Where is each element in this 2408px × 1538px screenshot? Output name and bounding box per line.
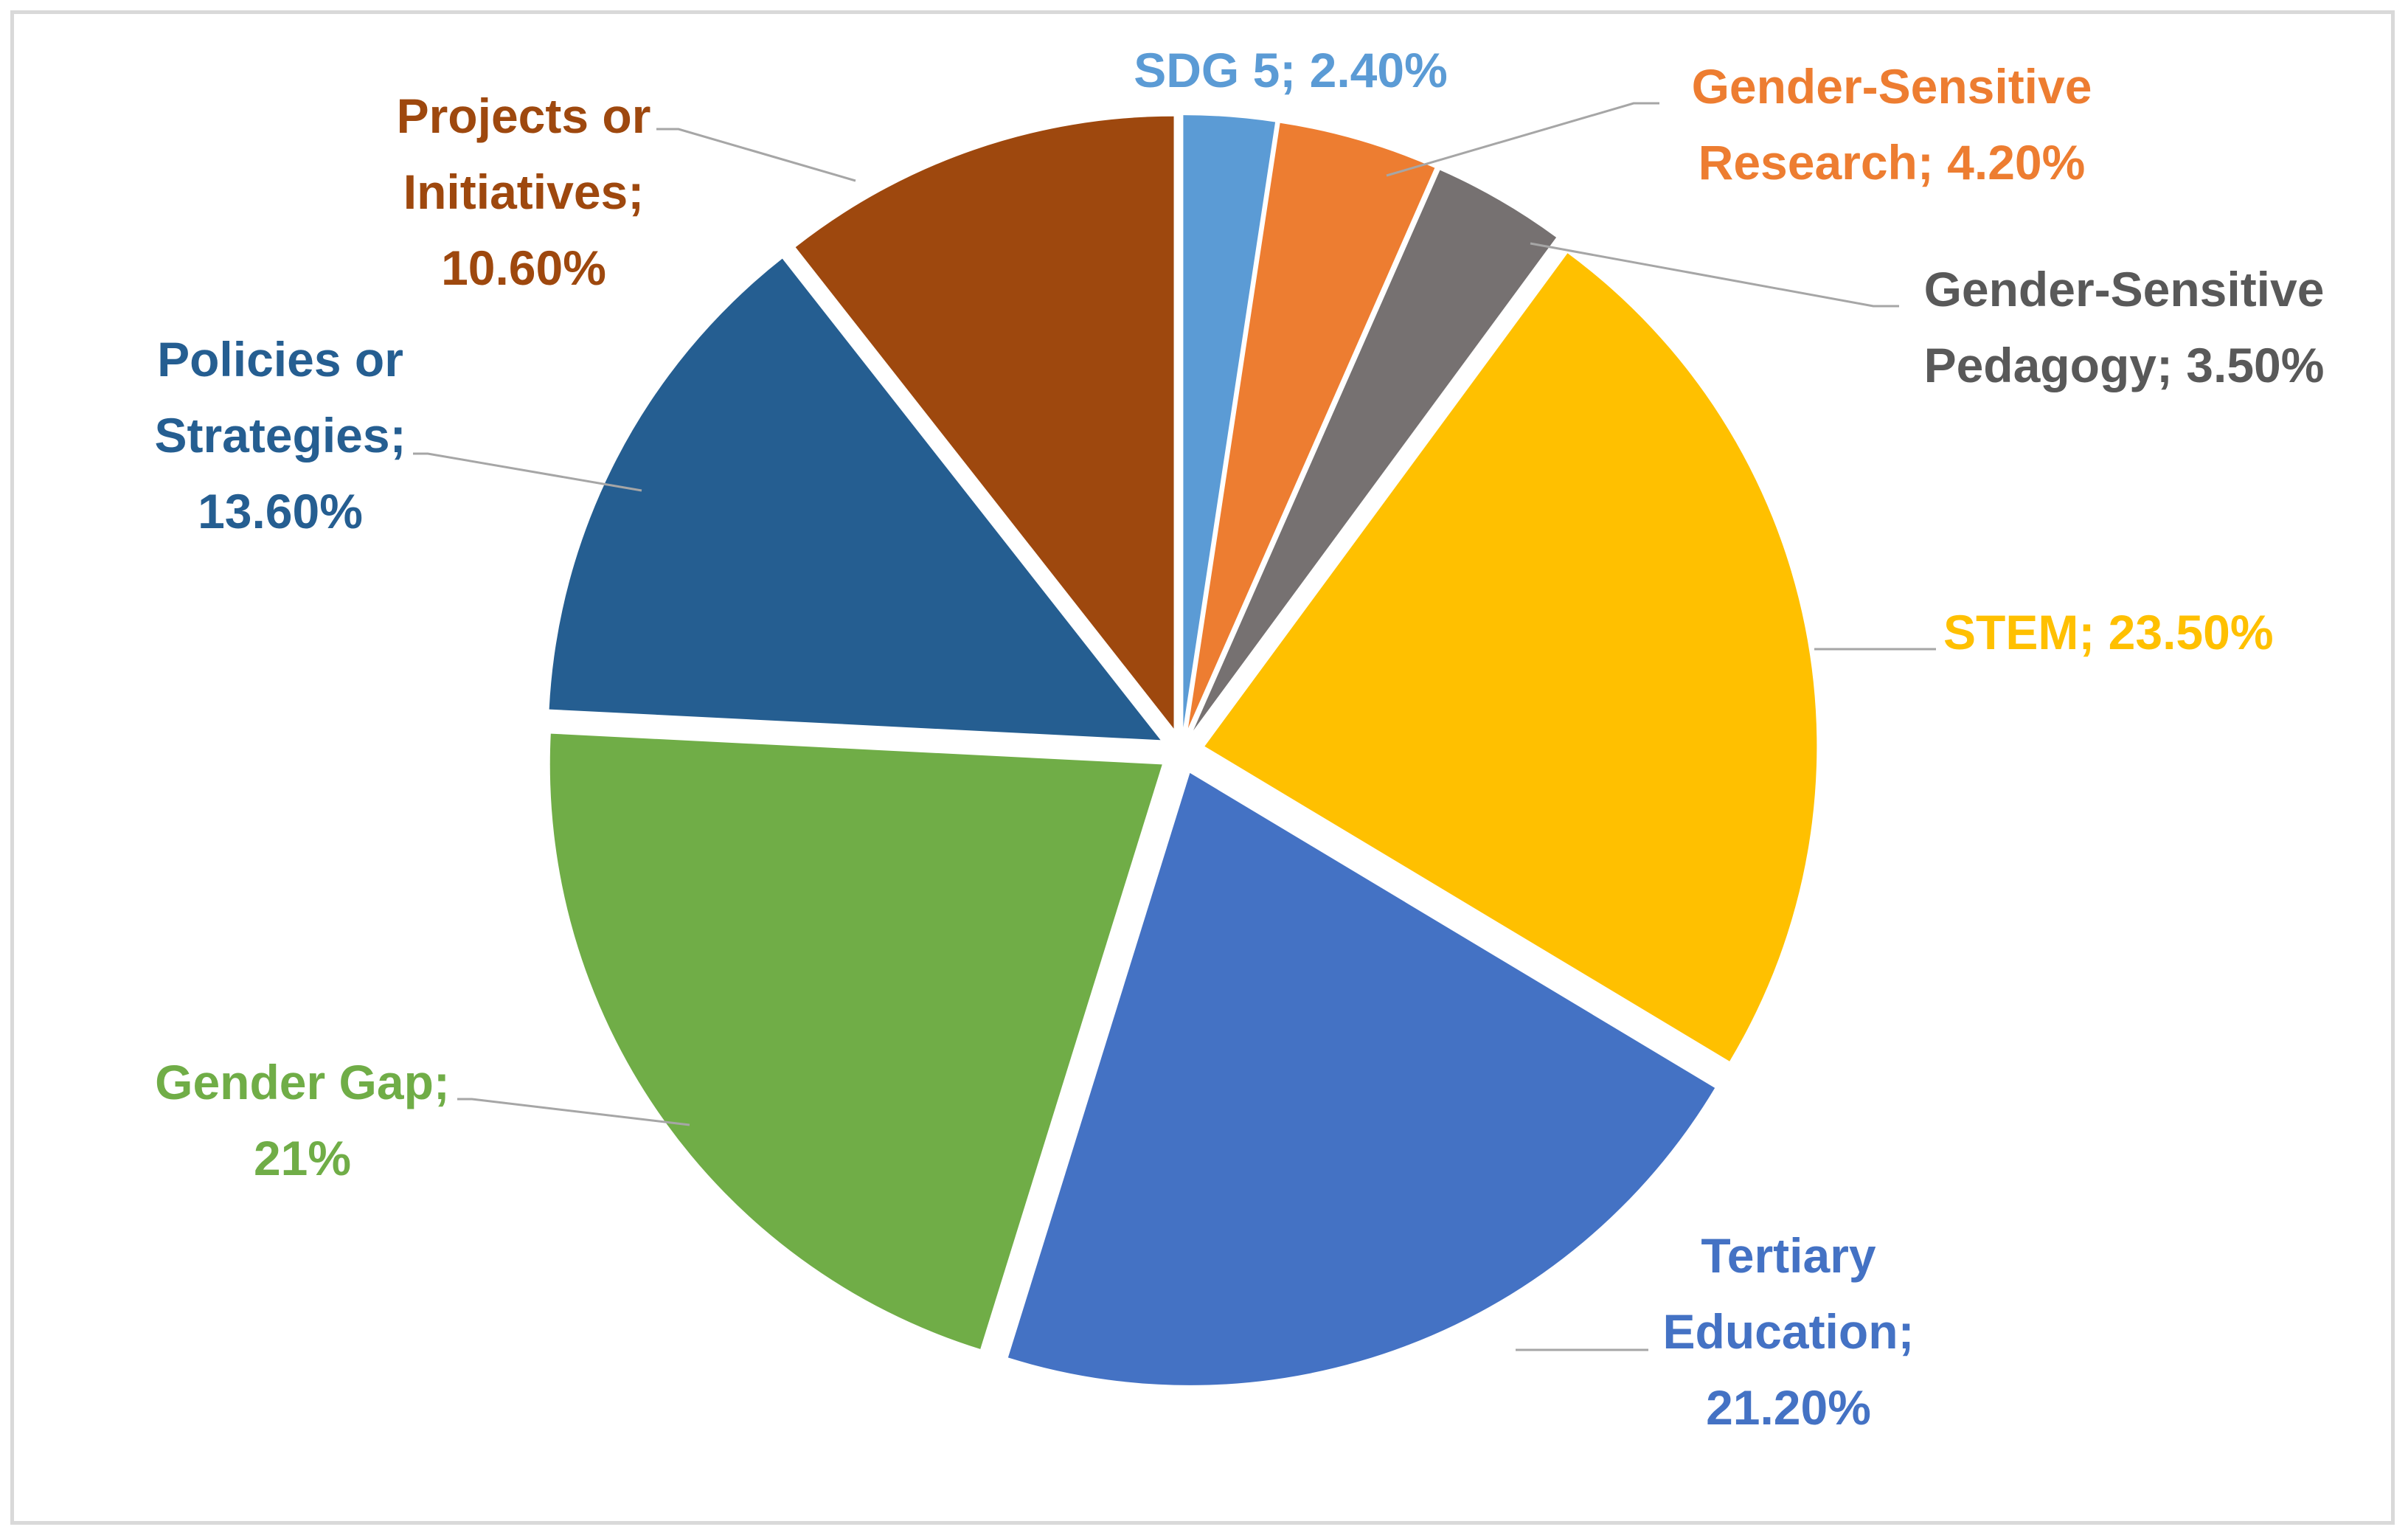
data-label-gender-sensitive-pedagogy: Gender-Sensitive Pedagogy; 3.50% <box>1924 262 2325 392</box>
data-label-line: SDG 5; 2.40% <box>1134 43 1448 97</box>
data-label-gender-gap: Gender Gap; 21% <box>155 1055 450 1185</box>
pie-slice-gender-gap <box>549 733 1162 1349</box>
data-label-line: Tertiary <box>1701 1228 1876 1283</box>
data-label-sdg-5: SDG 5; 2.40% <box>1134 43 1448 97</box>
data-label-line: Gender Gap; <box>155 1055 450 1109</box>
data-label-projects-or-initiatives: Projects or Initiatives; 10.60% <box>397 89 651 295</box>
data-labels: SDG 5; 2.40% Gender-Sensitive Research; 4.… <box>154 43 2324 1435</box>
data-label-line: STEM; 23.50% <box>1943 605 2274 659</box>
pie-slice-gender-sensitive-pedagogy <box>1193 170 1557 731</box>
data-label-policies-or-strategies: Policies or Strategies; 13.60% <box>154 332 406 538</box>
data-label-gender-sensitive-research: Gender-Sensitive Research; 4.20% <box>1692 59 2092 190</box>
pie-slices <box>549 115 1817 1385</box>
data-label-line: Research; 4.20% <box>1699 135 2086 190</box>
pie-slice-policies-or-strategies <box>549 258 1161 741</box>
data-label-line: Strategies; <box>154 408 406 463</box>
pie-slice-tertiary-education <box>1007 772 1715 1385</box>
data-label-line: Policies or <box>157 332 403 387</box>
leader-line-gender-sensitive-pedagogy <box>1530 242 1899 308</box>
data-label-line: Gender-Sensitive <box>1692 59 2092 114</box>
leader-line-projects-or-initiatives <box>656 128 856 182</box>
data-label-line: 13.60% <box>198 484 363 538</box>
data-label-line: 10.60% <box>441 240 606 295</box>
leader-line-policies-or-strategies <box>413 452 642 492</box>
data-label-line: Education; <box>1663 1304 1915 1359</box>
data-label-line: Pedagogy; 3.50% <box>1924 338 2325 392</box>
pie-slice-gender-sensitive-research <box>1187 122 1435 729</box>
pie-slice-projects-or-initiatives <box>795 116 1174 729</box>
pie-slice-stem <box>1204 253 1817 1061</box>
leader-line-gender-gap <box>457 1098 690 1126</box>
leader-line-gender-sensitive-research <box>1386 102 1659 177</box>
data-label-tertiary-education: Tertiary Education; 21.20% <box>1663 1228 1915 1435</box>
data-label-line: Gender-Sensitive <box>1924 262 2325 316</box>
data-label-line: Projects or <box>397 89 651 143</box>
data-label-line: 21.20% <box>1706 1380 1871 1435</box>
data-label-stem: STEM; 23.50% <box>1943 605 2274 659</box>
data-label-line: 21% <box>254 1131 351 1185</box>
data-label-line: Initiatives; <box>403 164 644 219</box>
leader-lines <box>413 102 1936 1351</box>
pie-slice-sdg-5 <box>1183 115 1276 728</box>
